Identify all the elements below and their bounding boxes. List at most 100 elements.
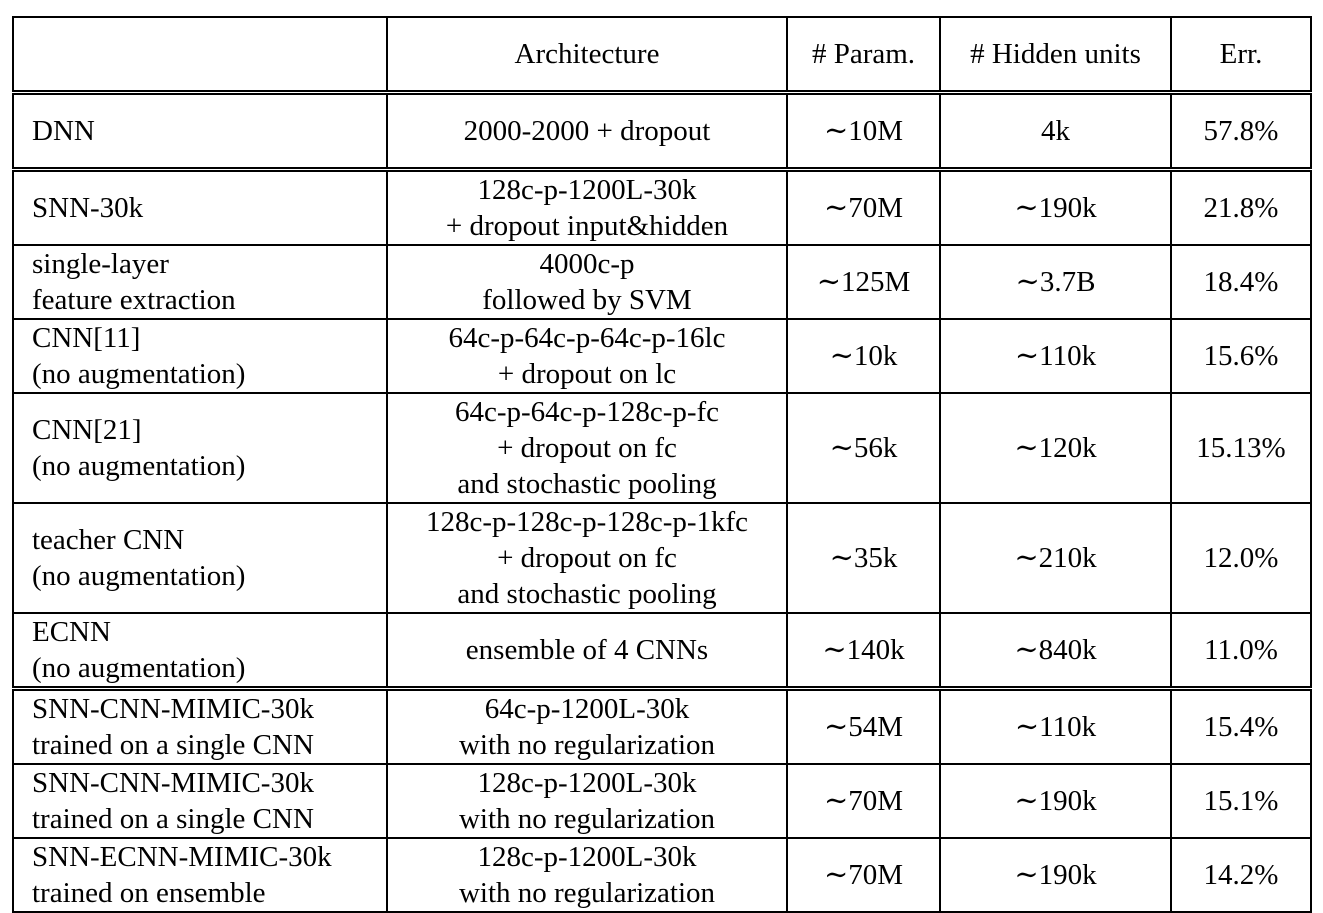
hidden-units-cell: ∼3.7B [939, 244, 1172, 320]
model-cell-line: CNN[11] [32, 322, 141, 354]
header-params: # Param. [786, 16, 941, 95]
error-cell: 11.0% [1170, 612, 1312, 691]
architecture-cell-line: 128c-p-1200L-30k [477, 174, 697, 206]
architecture-cell: 64c-p-1200L-30k with no regularization [386, 687, 788, 765]
header-architecture: Architecture [386, 16, 788, 95]
params-cell: ∼10k [786, 318, 941, 394]
architecture-cell: ensemble of 4 CNNs [386, 612, 788, 691]
params-cell: ∼70M [786, 763, 941, 839]
model-cell-line: DNN [32, 115, 95, 147]
architecture-cell: 64c-p-64c-p-128c-p-fc + dropout on fc and … [386, 392, 788, 504]
hidden-units-cell: ∼210k [939, 502, 1172, 614]
error-cell: 14.2% [1170, 837, 1312, 913]
architecture-cell: 128c-p-1200L-30k + dropout input&hidden [386, 168, 788, 246]
header-error: Err. [1170, 16, 1312, 95]
architecture-cell-line: + dropout on fc [497, 432, 677, 464]
error-cell: 15.4% [1170, 687, 1312, 765]
params-cell: ∼56k [786, 392, 941, 504]
params-cell: ∼54M [786, 687, 941, 765]
hidden-units-cell: 4k [939, 91, 1172, 172]
table-row: SNN-30k 128c-p-1200L-30k + dropout input&h… [12, 168, 1312, 246]
architecture-cell-line: + dropout on lc [497, 358, 677, 390]
architecture-cell-line: with no regularization [458, 877, 716, 909]
model-cell-line: trained on a single CNN [32, 729, 314, 761]
table-row: DNN 2000-2000 + dropout ∼10M 4k 57.8% [12, 91, 1312, 172]
model-cell-line: teacher CNN [32, 524, 185, 556]
model-cell-line: single-layer [32, 248, 169, 280]
table-row: ECNN (no augmentation) ensemble of 4 CNNs ∼… [12, 612, 1312, 691]
architecture-cell-line: with no regularization [458, 729, 716, 761]
error-cell: 12.0% [1170, 502, 1312, 614]
architecture-cell-line: followed by SVM [482, 284, 692, 316]
model-cell-line: SNN-CNN-MIMIC-30k [32, 767, 314, 799]
params-cell: ∼10M [786, 91, 941, 172]
architecture-cell-line: 64c-p-1200L-30k [484, 693, 690, 725]
header-model [12, 16, 388, 95]
model-cell: teacher CNN (no augmentation) [12, 502, 388, 614]
architecture-cell: 128c-p-1200L-30k with no regularization [386, 837, 788, 913]
architecture-cell-line: 128c-p-128c-p-128c-p-1kfc [425, 506, 749, 538]
table-row: CNN[11] (no augmentation) 64c-p-64c-p-64c-… [12, 318, 1312, 394]
hidden-units-cell: ∼840k [939, 612, 1172, 691]
model-cell: SNN-CNN-MIMIC-30k trained on a single CNN [12, 763, 388, 839]
model-cell-line: (no augmentation) [32, 560, 246, 592]
architecture-cell: 2000-2000 + dropout [386, 91, 788, 172]
model-cell: SNN-CNN-MIMIC-30k trained on a single CNN [12, 687, 388, 765]
hidden-units-cell: ∼110k [939, 318, 1172, 394]
hidden-units-cell: ∼190k [939, 763, 1172, 839]
architecture-cell-line: 64c-p-64c-p-64c-p-16lc [448, 322, 726, 354]
model-cell-line: SNN-CNN-MIMIC-30k [32, 693, 314, 725]
architecture-cell: 128c-p-1200L-30k with no regularization [386, 763, 788, 839]
hidden-units-cell: ∼110k [939, 687, 1172, 765]
hidden-units-cell: ∼190k [939, 837, 1172, 913]
error-cell: 15.6% [1170, 318, 1312, 394]
hidden-units-cell: ∼190k [939, 168, 1172, 246]
architecture-cell-line: ensemble of 4 CNNs [465, 634, 709, 666]
header-hidden-units: # Hidden units [939, 16, 1172, 95]
table-row: SNN-CNN-MIMIC-30k trained on a single CNN… [12, 687, 1312, 765]
architecture-cell-line: 128c-p-1200L-30k [477, 767, 697, 799]
architecture-cell-line: 2000-2000 + dropout [463, 115, 711, 147]
model-cell: SNN-30k [12, 168, 388, 246]
model-cell: SNN-ECNN-MIMIC-30k trained on ensemble [12, 837, 388, 913]
model-cell-line: SNN-ECNN-MIMIC-30k [32, 841, 332, 873]
model-cell: ECNN (no augmentation) [12, 612, 388, 691]
table-row: SNN-ECNN-MIMIC-30k trained on ensemble 128… [12, 837, 1312, 913]
architecture-cell-line: 4000c-p [539, 248, 635, 280]
architecture-cell: 64c-p-64c-p-64c-p-16lc + dropout on lc [386, 318, 788, 394]
error-cell: 57.8% [1170, 91, 1312, 172]
error-cell: 18.4% [1170, 244, 1312, 320]
params-cell: ∼35k [786, 502, 941, 614]
params-cell: ∼70M [786, 168, 941, 246]
model-cell: single-layer feature extraction [12, 244, 388, 320]
model-cell-line: (no augmentation) [32, 652, 246, 684]
params-cell: ∼125M [786, 244, 941, 320]
architecture-cell-line: 128c-p-1200L-30k [477, 841, 697, 873]
params-cell: ∼70M [786, 837, 941, 913]
table-row: single-layer feature extraction 4000c-p fol… [12, 244, 1312, 320]
results-table: Architecture # Param. # Hidden units Err… [12, 16, 1312, 913]
hidden-units-cell: ∼120k [939, 392, 1172, 504]
model-cell-line: ECNN [32, 616, 111, 648]
model-cell-line: (no augmentation) [32, 450, 246, 482]
model-cell-line: (no augmentation) [32, 358, 246, 390]
table-row: SNN-CNN-MIMIC-30k trained on a single CNN… [12, 763, 1312, 839]
error-cell: 21.8% [1170, 168, 1312, 246]
model-cell-line: CNN[21] [32, 414, 142, 446]
table-body: DNN 2000-2000 + dropout ∼10M 4k 57.8% SNN-30k… [12, 91, 1312, 913]
model-cell: CNN[21] (no augmentation) [12, 392, 388, 504]
architecture-cell-line: and stochastic pooling [457, 468, 717, 500]
model-cell-line: feature extraction [32, 284, 236, 316]
model-cell-line: trained on ensemble [32, 877, 266, 909]
error-cell: 15.13% [1170, 392, 1312, 504]
model-cell: DNN [12, 91, 388, 172]
model-cell: CNN[11] (no augmentation) [12, 318, 388, 394]
architecture-cell-line: and stochastic pooling [457, 578, 717, 610]
error-cell: 15.1% [1170, 763, 1312, 839]
architecture-cell: 4000c-p followed by SVM [386, 244, 788, 320]
table-header-row: Architecture # Param. # Hidden units Err… [12, 16, 1312, 95]
architecture-cell-line: + dropout input&hidden [445, 210, 729, 242]
table-row: teacher CNN (no augmentation) 128c-p-128c-… [12, 502, 1312, 614]
architecture-cell-line: + dropout on fc [497, 542, 677, 574]
